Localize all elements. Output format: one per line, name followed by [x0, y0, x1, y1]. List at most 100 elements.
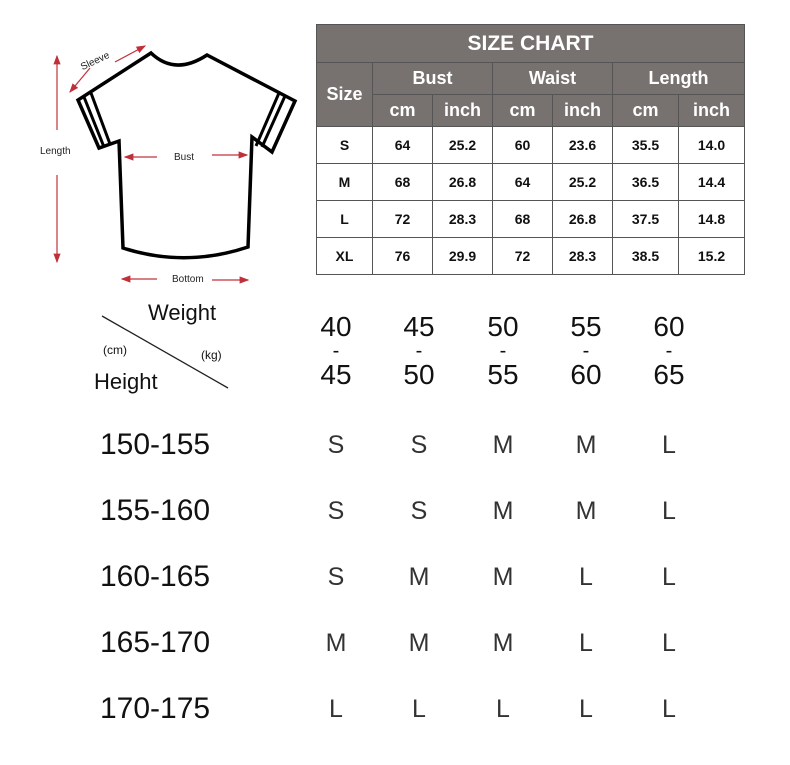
weight-to: 65 [653, 359, 685, 390]
unit-header: inch [552, 94, 613, 127]
unit-header: cm [492, 94, 553, 127]
size-row: L 72 28.3 68 26.8 37.5 14.8 [316, 200, 746, 238]
size-row: M 68 26.8 64 25.2 36.5 14.4 [316, 163, 746, 201]
recommended-size: S [327, 563, 345, 591]
weight-range-header: 40-45 [306, 312, 366, 390]
measurement-cell: 64 [492, 163, 553, 201]
height-range-label: 160-165 [100, 560, 211, 593]
recommended-size: M [408, 629, 430, 657]
measurement-cell: 15.2 [677, 237, 746, 275]
height-range-label: 170-175 [100, 692, 211, 725]
recommended-size: M [575, 431, 597, 459]
weight-range-header: 50-55 [473, 312, 533, 390]
recommended-size: M [408, 563, 430, 591]
height-range-label: 150-155 [100, 428, 211, 461]
recommended-size: S [327, 497, 345, 525]
measurement-cell: 28.3 [432, 200, 493, 238]
recommended-size: L [579, 563, 593, 591]
size-chart-title: SIZE CHART [315, 24, 746, 63]
weight-unit: (kg) [201, 348, 222, 362]
measurement-cell: 26.8 [552, 200, 613, 238]
recommended-size: M [492, 431, 514, 459]
measurement-cell: 36.5 [612, 163, 679, 201]
measurement-arrows-icon [53, 45, 250, 284]
size-cell: XL [316, 237, 373, 275]
weight-from: 55 [570, 311, 602, 342]
range-separator: - [665, 340, 673, 362]
measurement-cell: 37.5 [612, 200, 679, 238]
unit-header: cm [612, 94, 679, 127]
measurement-cell: 72 [492, 237, 553, 275]
recommended-size: L [496, 695, 510, 723]
height-unit: (cm) [103, 343, 127, 357]
measurement-cell: 72 [372, 200, 433, 238]
weight-range-header: 55-60 [556, 312, 616, 390]
waist-header: Waist [492, 62, 613, 95]
recommended-size: M [325, 629, 347, 657]
unit-header: inch [677, 94, 746, 127]
measurement-cell: 68 [492, 200, 553, 238]
height-range-label: 155-160 [100, 494, 211, 527]
weight-to: 60 [570, 359, 602, 390]
measurement-cell: 60 [492, 126, 553, 164]
size-row: S 64 25.2 60 23.6 35.5 14.0 [316, 126, 746, 164]
recommended-size: L [662, 629, 676, 657]
measurement-cell: 25.2 [552, 163, 613, 201]
recommended-size: L [662, 695, 676, 723]
measurement-cell: 64 [372, 126, 433, 164]
measurement-cell: 14.0 [677, 126, 746, 164]
weight-to: 55 [487, 359, 519, 390]
measurement-cell: 26.8 [432, 163, 493, 201]
measurement-cell: 14.8 [677, 200, 746, 238]
recommended-size: S [327, 431, 345, 459]
measurement-cell: 14.4 [677, 163, 746, 201]
unit-header: cm [372, 94, 433, 127]
recommended-size: L [579, 629, 593, 657]
measurement-cell: 29.9 [432, 237, 493, 275]
recommended-size: M [575, 497, 597, 525]
recommended-size: L [662, 563, 676, 591]
recommended-size: L [412, 695, 426, 723]
weight-from: 45 [403, 311, 435, 342]
recommended-size: L [662, 431, 676, 459]
range-separator: - [582, 340, 590, 362]
tshirt-outline-icon [75, 50, 298, 260]
height-label: Height [94, 369, 158, 394]
length-header: Length [611, 62, 746, 95]
size-header: Size [316, 62, 373, 127]
weight-range-header: 45-50 [389, 312, 449, 390]
measurement-cell: 28.3 [552, 237, 613, 275]
recommended-size: M [492, 497, 514, 525]
recommended-size: S [410, 497, 428, 525]
recommended-size: L [329, 695, 343, 723]
length-label: Length [40, 146, 71, 157]
corner-divider-line [101, 315, 229, 389]
measurement-cell: 35.5 [612, 126, 679, 164]
recommended-size: S [410, 431, 428, 459]
weight-from: 60 [653, 311, 685, 342]
weight-to: 50 [403, 359, 435, 390]
bust-label: Bust [174, 152, 195, 163]
bottom-label: Bottom [172, 274, 204, 285]
recommended-size: M [492, 563, 514, 591]
weight-to: 45 [320, 359, 352, 390]
recommended-size: L [579, 695, 593, 723]
range-separator: - [415, 340, 423, 362]
size-cell: M [316, 163, 373, 201]
range-separator: - [499, 340, 507, 362]
recommended-size: M [492, 629, 514, 657]
bust-header: Bust [372, 62, 493, 95]
weight-from: 40 [320, 311, 352, 342]
size-row: XL 76 29.9 72 28.3 38.5 15.2 [316, 237, 746, 275]
size-cell: L [316, 200, 373, 238]
recommended-size: L [662, 497, 676, 525]
measurement-cell: 38.5 [612, 237, 679, 275]
weight-range-header: 60-65 [639, 312, 699, 390]
unit-header: inch [432, 94, 493, 127]
size-cell: S [316, 126, 373, 164]
size-chart-table: SIZE CHART Size Bust Waist Length cm inc… [315, 24, 746, 275]
measurement-cell: 25.2 [432, 126, 493, 164]
height-range-label: 165-170 [100, 626, 211, 659]
measurement-cell: 68 [372, 163, 433, 201]
